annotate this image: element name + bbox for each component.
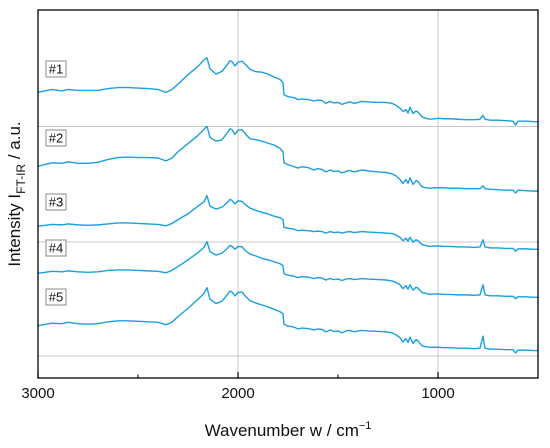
spectrum-line-3: [37, 194, 538, 252]
grid-lines: [38, 10, 538, 378]
x-axis-ticks: 3000 2000 1000: [21, 372, 455, 402]
plot-frame: [37, 9, 539, 379]
sample-labels: #1 #2 #3 #4 #5: [45, 60, 67, 306]
sample-label-4: #4: [49, 241, 63, 256]
sample-label-box-1: [45, 60, 67, 78]
sample-label-2: #2: [49, 131, 63, 146]
y-axis-label-sub: FT-IR: [14, 164, 28, 194]
sample-label-5: #5: [49, 290, 63, 305]
x-axis-label-sup: −1: [359, 420, 372, 432]
spectrum-line-2: [37, 125, 538, 194]
y-axis-label: Intensity IFT-IR / a.u.: [5, 121, 28, 266]
sample-label-box-2: [45, 129, 67, 147]
sample-label-1: #1: [49, 62, 63, 77]
x-axis-label: Wavenumber w / cm−1: [205, 420, 372, 440]
spectrum-line-5: [37, 287, 538, 354]
y-axis-label-tail: / a.u.: [5, 121, 24, 164]
spectrum-line-4: [37, 240, 538, 300]
sample-label-box-3: [45, 193, 67, 211]
y-axis-label-main: Intensity I: [5, 194, 24, 267]
sample-label-box-5: [45, 288, 67, 306]
x-tick-label-2000: 2000: [221, 385, 254, 402]
spectrum-line-1: [37, 57, 538, 126]
spectra-group: [37, 57, 538, 354]
sample-label-3: #3: [49, 195, 63, 210]
x-tick-label-3000: 3000: [21, 385, 54, 402]
x-axis-label-main: Wavenumber w / cm: [205, 421, 359, 440]
x-tick-label-1000: 1000: [421, 385, 454, 402]
sample-label-box-4: [45, 239, 67, 257]
